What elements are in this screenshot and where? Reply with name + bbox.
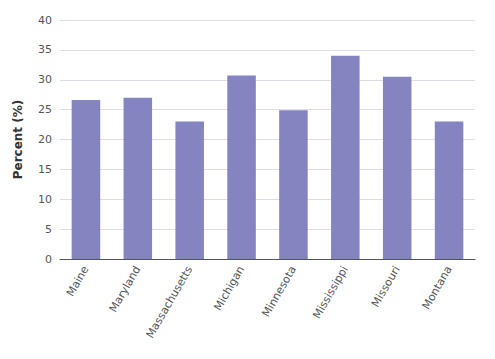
svg-text:5: 5 [45, 223, 52, 236]
svg-text:Minnesota: Minnesota [259, 264, 299, 320]
svg-text:25: 25 [38, 103, 52, 116]
svg-text:Montana: Montana [419, 264, 454, 312]
svg-text:Massachusetts: Massachusetts [143, 264, 195, 341]
svg-text:10: 10 [38, 193, 52, 206]
svg-text:40: 40 [38, 14, 52, 27]
svg-text:0: 0 [45, 253, 52, 266]
svg-text:Maryland: Maryland [107, 264, 144, 315]
svg-text:35: 35 [38, 43, 52, 56]
svg-text:Missouri: Missouri [369, 264, 403, 310]
svg-text:20: 20 [38, 133, 52, 146]
svg-text:30: 30 [38, 73, 52, 86]
svg-text:Mississippi: Mississippi [310, 264, 351, 321]
svg-text:Maine: Maine [64, 264, 92, 299]
svg-text:Michigan: Michigan [211, 264, 247, 313]
svg-text:Percent (%): Percent (%) [11, 100, 25, 180]
svg-text:15: 15 [38, 163, 52, 176]
